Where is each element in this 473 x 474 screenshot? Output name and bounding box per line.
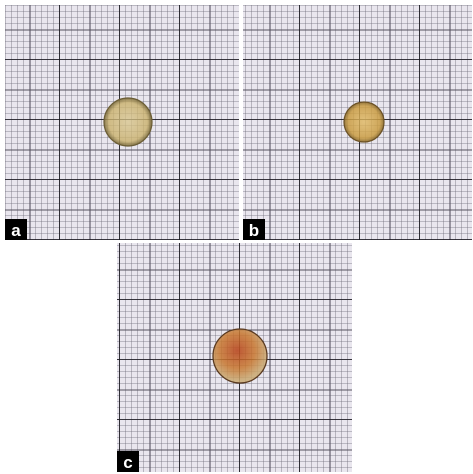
panel-a: a: [5, 5, 239, 240]
panel-label: c: [123, 453, 132, 472]
figure: a b c: [0, 0, 473, 474]
droplet: [104, 98, 152, 146]
droplet: [344, 102, 384, 142]
panel-label: b: [249, 221, 259, 240]
droplet: [213, 329, 267, 383]
panel-b: b: [243, 5, 472, 240]
panel-label: a: [11, 221, 21, 240]
panel-c: c: [117, 243, 352, 472]
